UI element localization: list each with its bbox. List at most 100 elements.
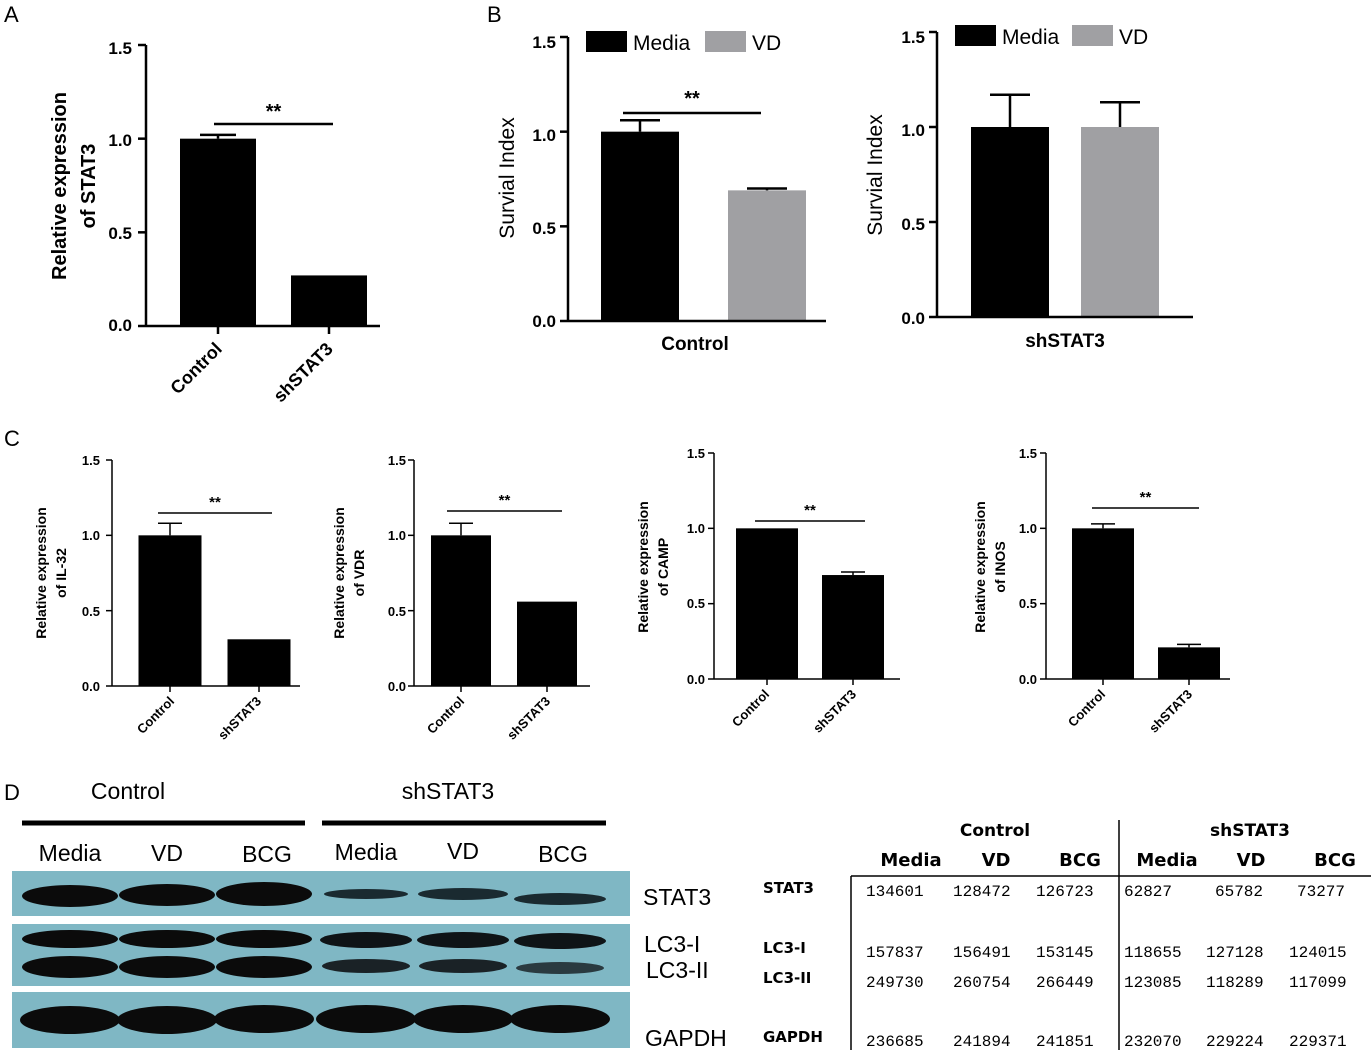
c4-ytick-0: 0.0 xyxy=(1019,672,1037,687)
band-stat3-shstat3-media xyxy=(324,889,408,899)
table-cell: 123085 xyxy=(1124,974,1182,992)
table-cell: 260754 xyxy=(953,974,1011,992)
c2-plot: ** xyxy=(408,459,590,692)
table-cell: 236685 xyxy=(866,1033,924,1051)
table-cell: 118655 xyxy=(1124,944,1182,962)
c2-ylabel-line1: Relative expression xyxy=(331,507,347,639)
c2-ytick-1: 0.5 xyxy=(388,604,406,619)
band-lc3i-1 xyxy=(22,930,118,948)
significance-marker: ** xyxy=(804,502,816,519)
table-cell: 153145 xyxy=(1036,944,1094,962)
table-cell: 127128 xyxy=(1206,944,1264,962)
table-row-label-lc3i: LC3-I xyxy=(763,939,806,957)
band-gapdh-6 xyxy=(510,1005,610,1033)
panel-a-ytick-2: 1.0 xyxy=(108,131,132,150)
table-cell: 156491 xyxy=(953,944,1011,962)
c4-ylabel-line1: Relative expression xyxy=(972,501,988,633)
panel-a-ylabel-line2: of STAT3 xyxy=(78,144,100,229)
significance-marker: ** xyxy=(209,494,221,511)
table-cell: 73277 xyxy=(1297,883,1345,901)
blot-lane-4: VD xyxy=(447,838,479,864)
table-cell: 229371 xyxy=(1289,1033,1347,1051)
panel-c-il32: Relative expression of IL-32 0.0 0.5 1.0… xyxy=(33,453,300,743)
panel-b-left-ylabel: Survial Index xyxy=(496,117,519,239)
table-cell: 157837 xyxy=(866,944,924,962)
panel-b-right-ytick-0: 0.0 xyxy=(901,309,925,328)
c3-xtick-shstat3: shSTAT3 xyxy=(810,687,859,736)
blot-lane-3: Media xyxy=(335,839,398,865)
table-cell: 126723 xyxy=(1036,883,1094,901)
panel-b: B Survial Index 0.0 0.5 1.0 1.5 Media VD… xyxy=(487,2,1193,355)
panel-b-left-legend: Media VD xyxy=(586,31,781,55)
c2-xtick-control: Control xyxy=(424,694,467,737)
table-group-shstat3: shSTAT3 xyxy=(1210,821,1290,841)
c1-xtick-shstat3: shSTAT3 xyxy=(215,694,264,743)
band-stat3-shstat3-vd xyxy=(418,888,508,900)
panel-a-plot: ** xyxy=(138,43,380,334)
band-gapdh-3 xyxy=(214,1005,314,1033)
table-col-5: BCG xyxy=(1314,850,1356,871)
blot-lane-2: BCG xyxy=(242,841,292,867)
panel-b-left-plot: ** xyxy=(560,35,826,323)
bar-control xyxy=(138,535,202,686)
panel-c: C Relative expression of IL-32 0.0 0.5 1… xyxy=(4,426,1230,743)
bar-control xyxy=(431,535,491,686)
table-cell: 65782 xyxy=(1215,883,1263,901)
panel-b-left-xlabel: Control xyxy=(661,334,729,355)
c4-ylabel-line2: of INOS xyxy=(992,541,1008,592)
table-cell: 241894 xyxy=(953,1033,1011,1051)
panel-b-left-ytick-1: 0.5 xyxy=(532,219,556,238)
c3-ytick-3: 1.5 xyxy=(687,446,705,461)
band-stat3-shstat3-bcg xyxy=(514,893,606,905)
c1-ytick-0: 0.0 xyxy=(82,679,100,694)
table-row: 157837 156491 153145 118655 127128 12401… xyxy=(866,944,1347,962)
panel-b-left-ytick-3: 1.5 xyxy=(532,33,556,52)
band-lc3ii-6 xyxy=(516,962,604,974)
bar-media xyxy=(971,127,1049,317)
band-gapdh-5 xyxy=(413,1005,513,1033)
band-lc3i-5 xyxy=(417,932,509,948)
table-row: 134601 128472 126723 62827 65782 73277 xyxy=(866,883,1345,901)
table-cell: 232070 xyxy=(1124,1033,1182,1051)
panel-b-right: Survial Index 0.0 0.5 1.0 1.5 Media VD s… xyxy=(864,25,1193,352)
c4-ytick-3: 1.5 xyxy=(1019,446,1037,461)
bar-shstat3 xyxy=(291,275,367,326)
legend-swatch-vd-2 xyxy=(1072,25,1113,46)
densitometry-table: Control shSTAT3 Media VD BCG Media VD BC… xyxy=(763,820,1371,1051)
bar-vd xyxy=(728,190,806,321)
band-label-lc3ii: LC3-II xyxy=(646,957,709,983)
legend-label-vd: VD xyxy=(752,32,781,55)
blot-group-shstat3: shSTAT3 xyxy=(402,778,494,804)
blot-lane-0: Media xyxy=(39,840,102,866)
c3-ylabel-line1: Relative expression xyxy=(635,501,651,633)
band-gapdh-4 xyxy=(316,1005,416,1033)
c3-ytick-2: 1.0 xyxy=(687,521,705,536)
legend-swatch-media-2 xyxy=(955,25,996,46)
panel-b-right-legend: Media VD xyxy=(955,25,1148,49)
c4-ytick-1: 0.5 xyxy=(1019,596,1037,611)
c4-ytick-2: 1.0 xyxy=(1019,521,1037,536)
band-gapdh-1 xyxy=(20,1006,120,1034)
panel-a: A Relative expression of STAT3 0.0 0.5 1… xyxy=(4,2,380,406)
panel-b-left: Survial Index 0.0 0.5 1.0 1.5 Media VD *… xyxy=(496,31,826,355)
band-lc3ii-1 xyxy=(22,956,118,978)
c3-ytick-0: 0.0 xyxy=(687,672,705,687)
c3-ytick-1: 0.5 xyxy=(687,596,705,611)
panel-c-inos: Relative expression of INOS 0.0 0.5 1.0 … xyxy=(972,446,1230,736)
band-lc3i-6 xyxy=(514,933,606,949)
table-cell: 249730 xyxy=(866,974,924,992)
band-gapdh-2 xyxy=(117,1006,217,1034)
panel-b-left-ytick-2: 1.0 xyxy=(532,126,556,145)
panel-d: D Control shSTAT3 Media VD BCG Media VD … xyxy=(4,778,1371,1051)
c1-ytick-1: 0.5 xyxy=(82,604,100,619)
bar-shstat3 xyxy=(227,639,291,686)
band-label-gapdh: GAPDH xyxy=(645,1025,727,1051)
c2-ytick-3: 1.5 xyxy=(388,453,406,468)
table-group-control: Control xyxy=(960,821,1030,841)
table-row-label-gapdh: GAPDH xyxy=(763,1028,823,1046)
panel-b-right-ytick-3: 1.5 xyxy=(901,28,925,47)
table-cell: 124015 xyxy=(1289,944,1347,962)
band-stat3-control-media xyxy=(22,885,118,907)
c1-plot: ** xyxy=(106,459,300,692)
bar-control xyxy=(1072,528,1134,679)
